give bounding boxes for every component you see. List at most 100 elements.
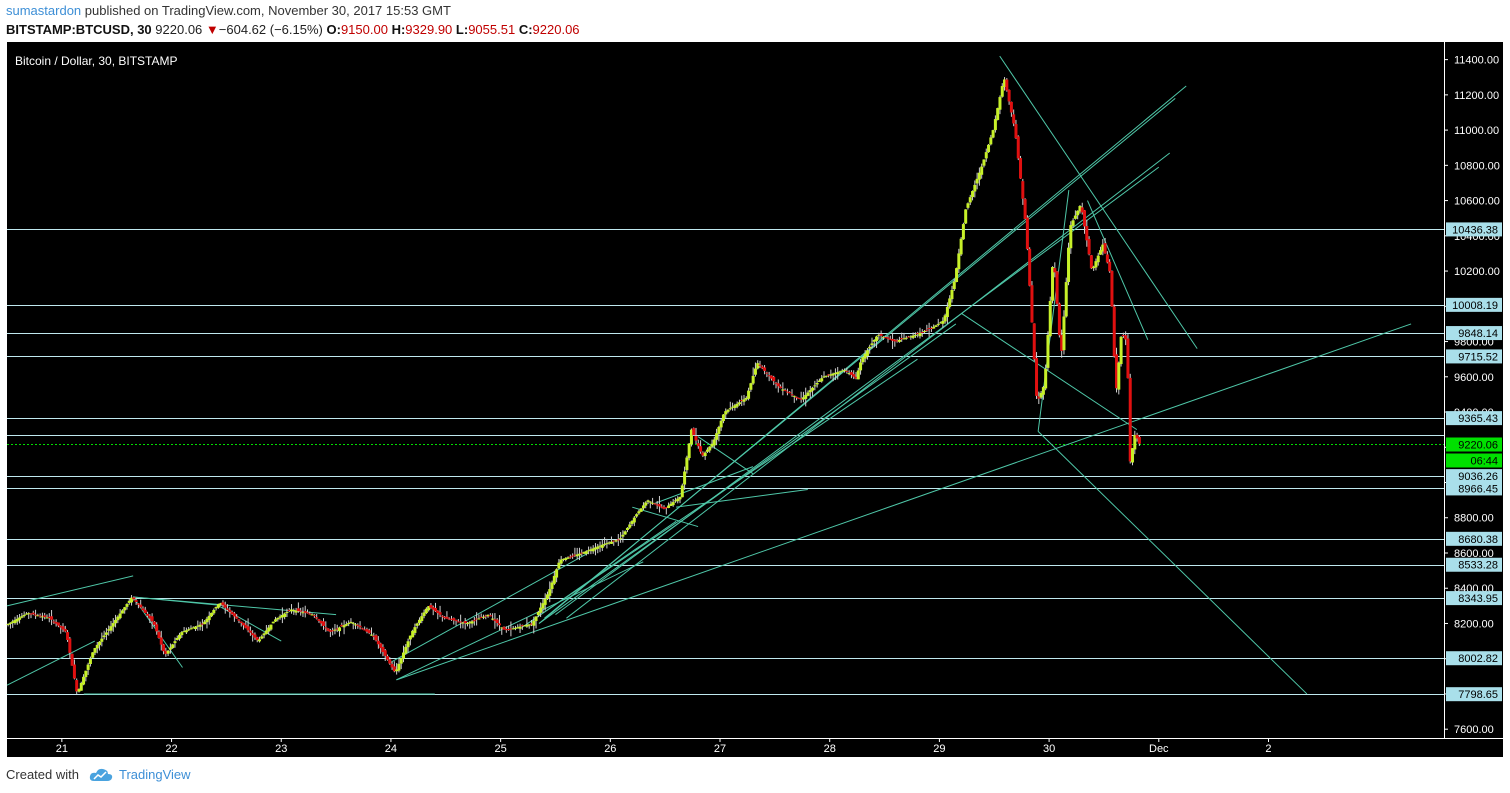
candle-up <box>998 97 1002 110</box>
candle-up <box>948 298 952 307</box>
candle-down <box>356 624 360 626</box>
candle-down <box>237 619 241 621</box>
candle-up <box>833 372 837 375</box>
candle-down <box>436 610 440 614</box>
candle-up <box>639 508 643 512</box>
candle-down <box>1007 89 1011 102</box>
candle-down <box>244 624 248 628</box>
trend-line <box>538 323 957 624</box>
candle-down <box>799 398 803 400</box>
candle-down <box>459 621 463 623</box>
candle-down <box>1019 158 1023 179</box>
y-tick-label: 8200.00 <box>1454 618 1494 630</box>
candle-up <box>292 610 296 612</box>
candle-up <box>6 623 10 626</box>
candle-up <box>733 405 737 408</box>
candle-up <box>859 362 863 371</box>
candle-down <box>785 391 789 393</box>
candle-up <box>815 382 819 385</box>
candle-up <box>564 558 568 560</box>
tradingview-link[interactable]: TradingView <box>118 767 191 782</box>
candle-down <box>299 610 303 612</box>
candle-up <box>715 433 719 440</box>
candle-up <box>961 224 965 240</box>
candle-up <box>178 634 182 639</box>
candle-up <box>262 633 266 636</box>
candle-up <box>648 501 652 503</box>
candle-down <box>54 621 58 624</box>
candle-up <box>712 439 716 446</box>
candle-down <box>392 666 396 672</box>
candle-down <box>139 604 143 608</box>
level-price-tag <box>1446 591 1502 606</box>
candle-down <box>573 554 577 556</box>
candle-up <box>118 613 122 619</box>
candle-up <box>993 119 997 131</box>
x-tick-label: 2 <box>1265 743 1271 755</box>
candle-up <box>575 554 579 557</box>
candle-up <box>349 621 353 623</box>
candle-up <box>623 531 627 535</box>
trend-line <box>654 466 754 505</box>
candle-down <box>390 663 394 668</box>
y-tick-label: 8600.00 <box>1454 548 1494 560</box>
candle-up <box>1000 86 1004 97</box>
candle-down <box>900 338 904 340</box>
candle-up <box>977 172 981 180</box>
candle-up <box>731 406 735 408</box>
candle-down <box>319 620 323 624</box>
x-tick-label: 24 <box>385 743 397 755</box>
y-tick-label: 10600.00 <box>1454 196 1500 208</box>
candle-up <box>1094 261 1098 268</box>
candle-up <box>20 616 24 618</box>
candle-down <box>143 609 147 614</box>
candle-up <box>710 443 714 447</box>
candle-down <box>235 616 239 619</box>
candle-up <box>881 336 885 338</box>
candle-down <box>696 443 700 447</box>
candle-up <box>545 594 549 600</box>
candle-down <box>328 630 332 632</box>
candle-up <box>637 511 641 514</box>
candle-up <box>125 604 129 607</box>
level-price-tag-label: 10436.38 <box>1452 224 1498 236</box>
candle-up <box>79 682 83 691</box>
candle-up <box>984 152 988 159</box>
candle-up <box>975 178 979 184</box>
candle-down <box>360 628 364 630</box>
y-tick-label: 11000.00 <box>1454 125 1499 137</box>
candle-up <box>897 339 901 342</box>
author-link[interactable]: sumastardon <box>6 3 82 18</box>
candle-down <box>692 428 696 436</box>
candle-up <box>847 373 851 375</box>
candle-up <box>685 457 689 471</box>
candle-down <box>925 329 929 331</box>
candle-down <box>66 632 70 640</box>
candle-down <box>438 612 442 615</box>
candle-up <box>596 546 600 549</box>
publish-info: sumastardon published on TradingView.com… <box>6 3 451 18</box>
candle-up <box>109 626 113 631</box>
candle-down <box>571 555 575 557</box>
candle-up <box>351 622 355 624</box>
candle-up <box>411 630 415 638</box>
candle-up <box>747 390 751 399</box>
candle-down <box>767 375 771 377</box>
candle-up <box>950 290 954 300</box>
candle-up <box>95 644 99 649</box>
candle-up <box>481 616 485 618</box>
candle-up <box>902 338 906 340</box>
y-tick-label: 8800.00 <box>1454 513 1494 525</box>
candle-up <box>863 353 867 359</box>
candle-up <box>102 635 106 638</box>
candle-down <box>388 659 392 664</box>
candle-down <box>776 383 780 387</box>
candle-down <box>760 366 764 369</box>
candle-up <box>264 630 268 634</box>
candle-up <box>13 620 17 624</box>
candle-up <box>175 638 179 641</box>
candle-up <box>651 502 655 504</box>
ohlc-bar: BITSTAMP:BTCUSD, 30 9220.06 ▼−604.62 (−6… <box>6 22 580 37</box>
y-tick-label: 11200.00 <box>1454 90 1499 102</box>
